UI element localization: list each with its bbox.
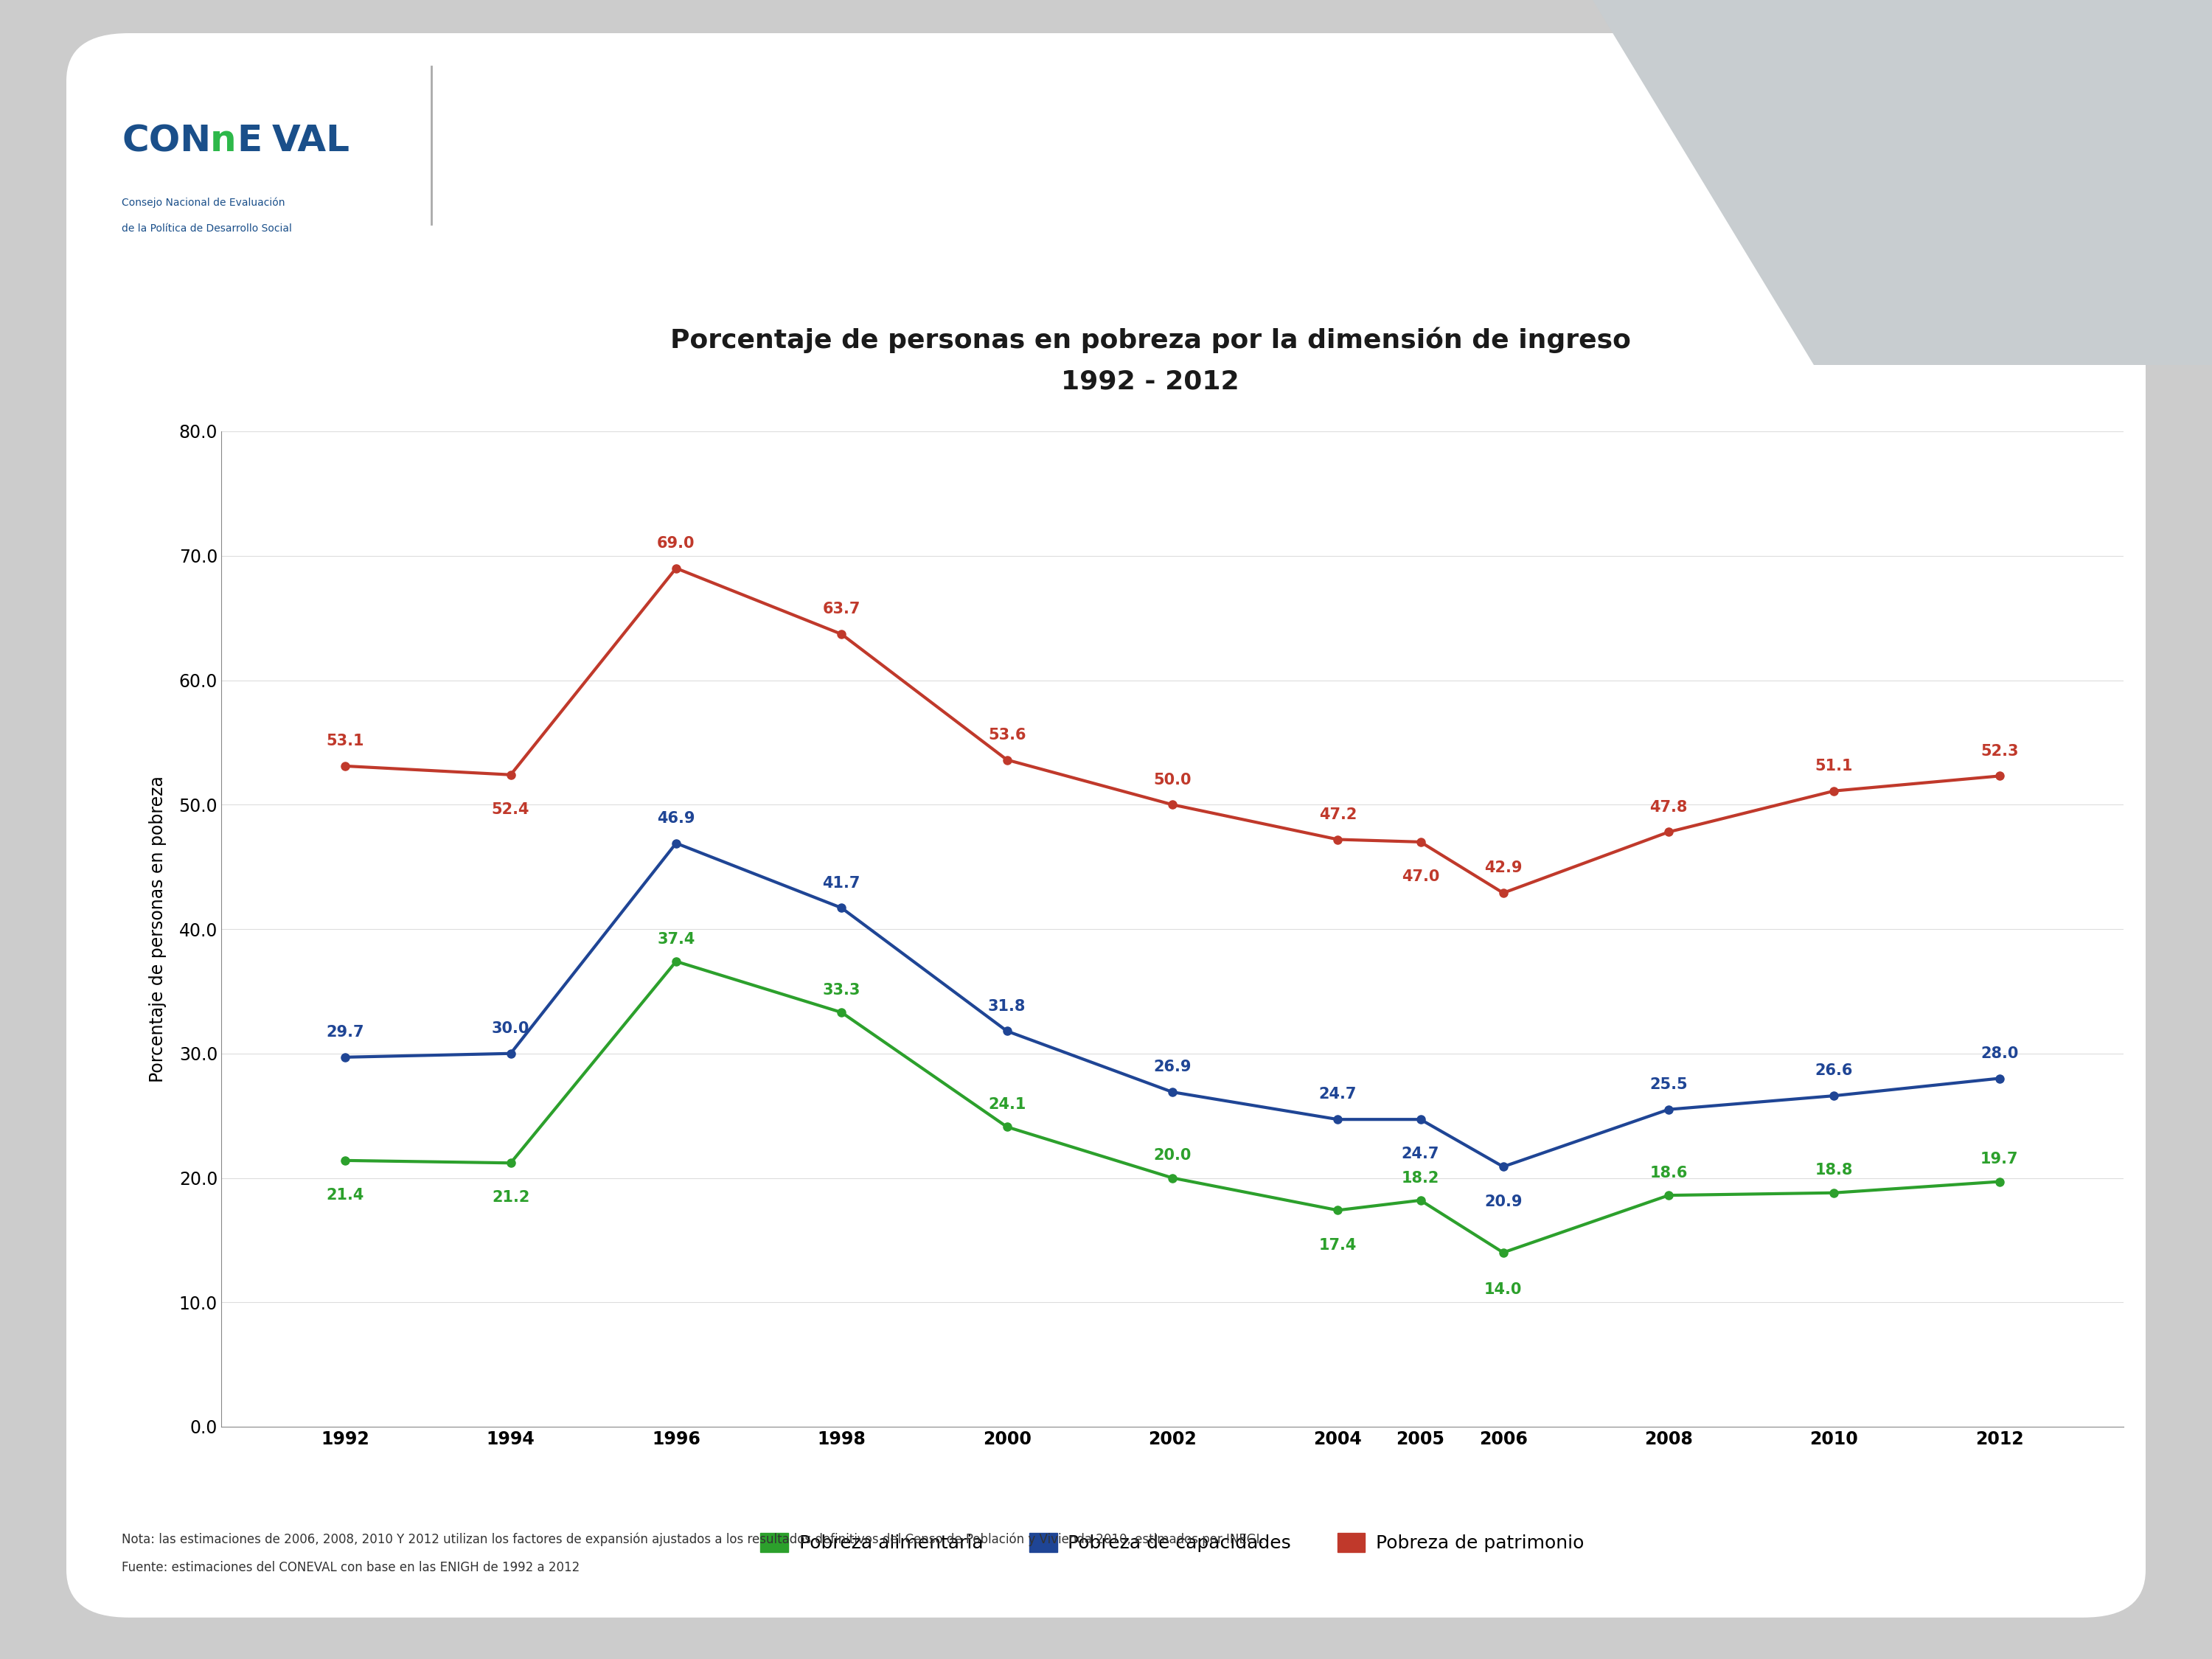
Text: 26.6: 26.6 <box>1816 1063 1854 1078</box>
Text: de la Política de Desarrollo Social: de la Política de Desarrollo Social <box>122 224 292 234</box>
Text: 28.0: 28.0 <box>1980 1047 2017 1060</box>
Text: 69.0: 69.0 <box>657 536 695 551</box>
Text: 18.8: 18.8 <box>1816 1163 1854 1178</box>
Text: 37.4: 37.4 <box>657 932 695 946</box>
Text: 24.7: 24.7 <box>1318 1087 1356 1102</box>
Text: 52.4: 52.4 <box>491 803 529 816</box>
Text: 31.8: 31.8 <box>989 999 1026 1014</box>
Text: 52.3: 52.3 <box>1980 743 2017 758</box>
Text: 1992 - 2012: 1992 - 2012 <box>1062 368 1239 395</box>
Text: 21.2: 21.2 <box>491 1191 529 1204</box>
Text: 20.0: 20.0 <box>1152 1148 1192 1163</box>
Text: 33.3: 33.3 <box>823 982 860 997</box>
Text: VAL: VAL <box>272 123 349 159</box>
Text: 41.7: 41.7 <box>823 876 860 891</box>
FancyBboxPatch shape <box>66 33 2146 1618</box>
Text: 18.6: 18.6 <box>1650 1166 1688 1180</box>
Text: 19.7: 19.7 <box>1980 1151 2017 1166</box>
Text: Consejo Nacional de Evaluación: Consejo Nacional de Evaluación <box>122 197 285 207</box>
Text: 29.7: 29.7 <box>327 1025 365 1040</box>
Y-axis label: Porcentaje de personas en pobreza: Porcentaje de personas en pobreza <box>148 776 166 1082</box>
Text: 14.0: 14.0 <box>1484 1282 1522 1297</box>
Text: 17.4: 17.4 <box>1318 1238 1356 1253</box>
Text: 26.9: 26.9 <box>1152 1060 1192 1075</box>
Text: Porcentaje de personas en pobreza por la dimensión de ingreso: Porcentaje de personas en pobreza por la… <box>670 327 1630 353</box>
Text: Nota: las estimaciones de 2006, 2008, 2010 Y 2012 utilizan los factores de expan: Nota: las estimaciones de 2006, 2008, 20… <box>122 1533 1263 1546</box>
Text: n: n <box>210 123 237 159</box>
Text: Fuente: estimaciones del CONEVAL con base en las ENIGH de 1992 a 2012: Fuente: estimaciones del CONEVAL con bas… <box>122 1561 580 1574</box>
Text: 30.0: 30.0 <box>491 1022 529 1035</box>
Text: 24.7: 24.7 <box>1402 1146 1440 1161</box>
Text: 24.1: 24.1 <box>989 1097 1026 1112</box>
Text: 47.8: 47.8 <box>1650 800 1688 815</box>
Text: 53.6: 53.6 <box>989 728 1026 742</box>
Polygon shape <box>1593 0 2212 365</box>
Text: 25.5: 25.5 <box>1650 1077 1688 1092</box>
Text: E: E <box>237 123 261 159</box>
Legend: Pobreza alimentaria, Pobreza de capacidades, Pobreza de patrimonio: Pobreza alimentaria, Pobreza de capacida… <box>752 1526 1593 1559</box>
Text: 46.9: 46.9 <box>657 811 695 826</box>
Text: 50.0: 50.0 <box>1152 773 1192 786</box>
Text: 51.1: 51.1 <box>1816 758 1854 773</box>
Text: 47.0: 47.0 <box>1402 869 1440 884</box>
Text: CON: CON <box>122 123 210 159</box>
Text: 53.1: 53.1 <box>327 733 365 748</box>
Text: 21.4: 21.4 <box>327 1188 365 1203</box>
Text: 20.9: 20.9 <box>1484 1194 1522 1209</box>
Text: 18.2: 18.2 <box>1402 1171 1440 1185</box>
Text: 47.2: 47.2 <box>1318 808 1356 821</box>
Text: 63.7: 63.7 <box>823 602 860 617</box>
Text: 42.9: 42.9 <box>1484 861 1522 876</box>
